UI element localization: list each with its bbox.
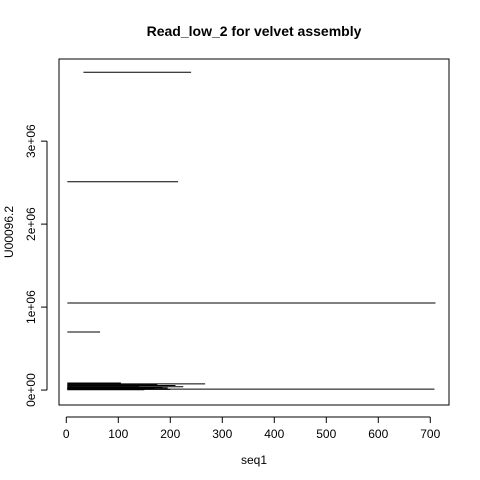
x-axis: 0 100 200 300 400 500 600 700 — [63, 416, 441, 441]
x-tick-label: 600 — [368, 427, 388, 441]
y-tick-label: 3e+06 — [24, 124, 38, 158]
x-tick-label: 500 — [316, 427, 336, 441]
y-tick-label: 2e+06 — [24, 207, 38, 241]
y-tick-label: 1e+06 — [24, 290, 38, 324]
chart-title: Read_low_2 for velvet assembly — [147, 23, 362, 39]
x-tick-label: 300 — [212, 427, 232, 441]
plot-frame — [58, 58, 450, 406]
y-axis-label: U00096.2 — [2, 206, 16, 258]
x-tick-label: 0 — [63, 427, 70, 441]
x-tick-label: 100 — [108, 427, 128, 441]
y-tick-label: 0e+00 — [24, 373, 38, 407]
x-tick-label: 700 — [420, 427, 440, 441]
x-tick-label: 200 — [160, 427, 180, 441]
x-tick-label: 400 — [264, 427, 284, 441]
segment-group — [67, 71, 436, 391]
x-axis-label: seq1 — [241, 453, 267, 467]
y-axis: 0e+00 1e+06 2e+06 3e+06 — [24, 124, 48, 407]
